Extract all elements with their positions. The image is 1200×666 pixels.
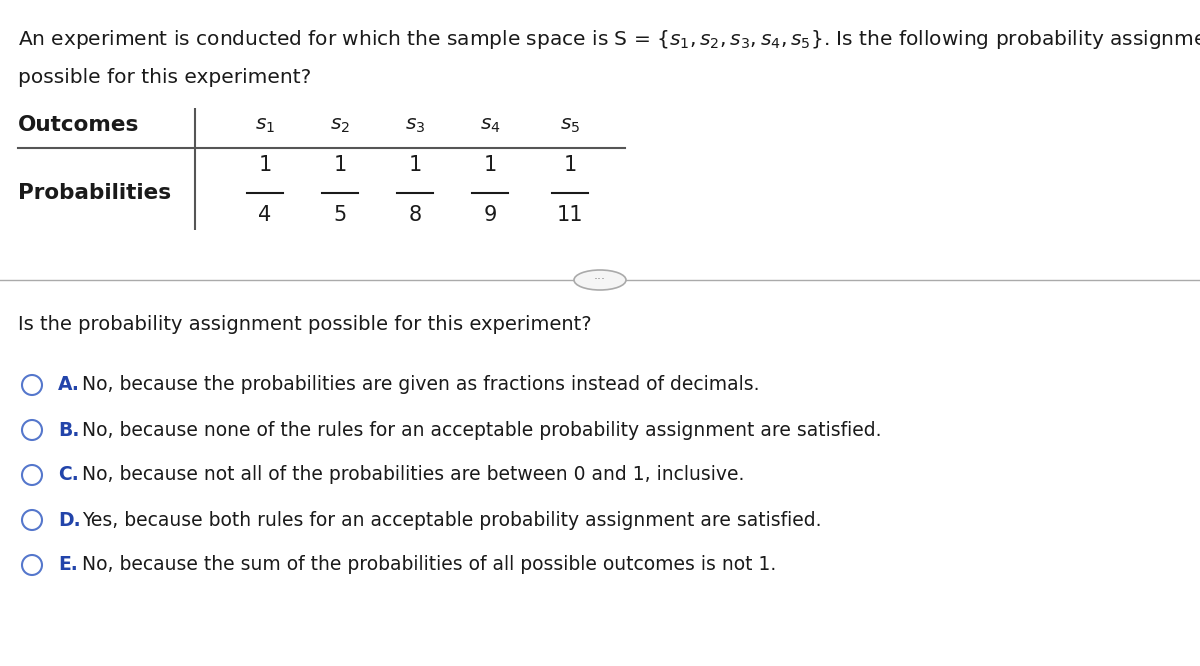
Text: $s_4$: $s_4$ (480, 115, 500, 135)
Text: Is the probability assignment possible for this experiment?: Is the probability assignment possible f… (18, 315, 592, 334)
Text: 9: 9 (484, 205, 497, 225)
Text: No, because none of the rules for an acceptable probability assignment are satis: No, because none of the rules for an acc… (82, 420, 882, 440)
Text: possible for this experiment?: possible for this experiment? (18, 68, 311, 87)
Text: B.: B. (58, 420, 79, 440)
Text: A.: A. (58, 376, 80, 394)
Text: E.: E. (58, 555, 78, 575)
Text: No, because not all of the probabilities are between 0 and 1, inclusive.: No, because not all of the probabilities… (82, 466, 744, 484)
Text: D.: D. (58, 511, 80, 529)
Text: Outcomes: Outcomes (18, 115, 139, 135)
Text: Yes, because both rules for an acceptable probability assignment are satisfied.: Yes, because both rules for an acceptabl… (82, 511, 822, 529)
Text: No, because the sum of the probabilities of all possible outcomes is not 1.: No, because the sum of the probabilities… (82, 555, 776, 575)
Text: 5: 5 (334, 205, 347, 225)
Text: An experiment is conducted for which the sample space is S = $\{s_1,s_2,s_3,s_4,: An experiment is conducted for which the… (18, 28, 1200, 51)
Text: No, because the probabilities are given as fractions instead of decimals.: No, because the probabilities are given … (82, 376, 760, 394)
Text: 11: 11 (557, 205, 583, 225)
Text: Probabilities: Probabilities (18, 183, 172, 203)
Text: 1: 1 (334, 155, 347, 175)
Text: 1: 1 (408, 155, 421, 175)
Text: 1: 1 (258, 155, 271, 175)
Text: ···: ··· (594, 274, 606, 286)
Text: 8: 8 (408, 205, 421, 225)
Text: 4: 4 (258, 205, 271, 225)
Text: $s_5$: $s_5$ (560, 115, 580, 135)
Text: C.: C. (58, 466, 79, 484)
Text: $s_1$: $s_1$ (254, 115, 275, 135)
Text: 1: 1 (484, 155, 497, 175)
Text: $s_3$: $s_3$ (404, 115, 425, 135)
Ellipse shape (574, 270, 626, 290)
Text: 1: 1 (563, 155, 577, 175)
Text: $s_2$: $s_2$ (330, 115, 350, 135)
